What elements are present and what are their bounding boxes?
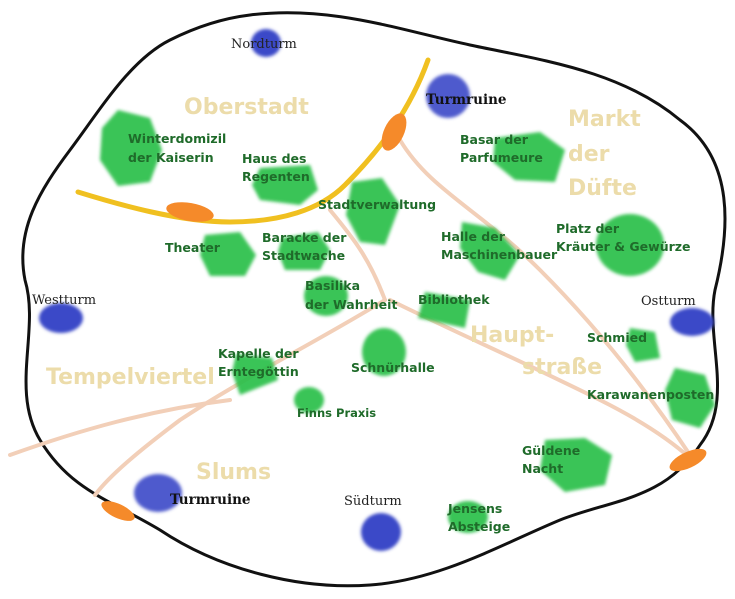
label-schmied: Schmied	[587, 330, 647, 345]
tower-ruine-sued	[134, 474, 182, 512]
building-bibliothek	[418, 292, 470, 328]
label-gueldene-nacht-1: Güldene	[522, 443, 580, 458]
label-basar-2: Parfumeure	[460, 150, 543, 165]
building-winterdomizil	[100, 110, 162, 186]
road-southwest	[93, 298, 387, 497]
district-markt-line3: Düfte	[568, 176, 637, 201]
label-platz-2: Kräuter & Gewürze	[556, 239, 691, 254]
road-north-east	[398, 138, 692, 457]
district-slums: Slums	[196, 460, 271, 485]
building-karawanenposten	[665, 368, 715, 428]
label-basilika-2: der Wahrheit	[305, 297, 397, 312]
label-nordturm: Nordturm	[231, 37, 297, 52]
district-oberstadt: Oberstadt	[184, 95, 309, 120]
district-labels: Oberstadt Markt der Düfte Haupt- straße …	[46, 95, 641, 485]
district-hauptstrasse-line1: Haupt-	[470, 323, 554, 348]
label-westturm: Westturm	[32, 293, 96, 308]
label-stadtverwaltung: Stadtverwaltung	[318, 197, 436, 212]
label-basar-1: Basar der	[460, 132, 529, 147]
label-suedturm: Südturm	[344, 494, 402, 509]
tower-ostturm	[670, 308, 714, 336]
label-schnuerhalle: Schnürhalle	[351, 360, 435, 375]
building-platz	[596, 214, 664, 276]
label-gueldene-nacht-2: Nacht	[522, 461, 563, 476]
tower-nordturm	[251, 29, 281, 57]
label-bibliothek: Bibliothek	[418, 292, 490, 307]
district-tempelviertel: Tempelviertel	[46, 365, 215, 390]
gate-west-road	[166, 202, 214, 222]
building-stadtverwaltung	[346, 178, 400, 245]
building-schmied	[626, 328, 660, 362]
building-schnuerhalle	[362, 328, 406, 376]
district-hauptstrasse-line2: straße	[522, 355, 602, 380]
label-kapelle-1: Kapelle der	[218, 346, 299, 361]
building-halle	[460, 222, 520, 280]
label-jensens-2: Absteige	[448, 519, 510, 534]
label-halle-1: Halle der	[441, 229, 506, 244]
road-stadtverwaltung	[328, 208, 387, 302]
building-theater	[200, 232, 256, 276]
gate-north	[381, 113, 407, 151]
label-ostturm: Ostturm	[641, 294, 696, 309]
building-basar	[493, 132, 565, 182]
towers	[39, 29, 714, 551]
label-kapelle-2: Erntegöttin	[218, 364, 299, 379]
label-halle-2: Maschinenbauer	[441, 247, 558, 262]
gate-southeast	[669, 448, 707, 472]
label-theater: Theater	[165, 240, 221, 255]
label-karawanenposten: Karawanenposten	[587, 387, 714, 402]
tower-westturm	[39, 303, 83, 333]
label-basilika-1: Basilika	[305, 278, 360, 293]
label-turmruine-nord: Turmruine	[426, 92, 506, 108]
label-platz-1: Platz der	[556, 221, 620, 236]
roads	[8, 138, 692, 497]
label-baracke-2: Stadtwache	[262, 248, 345, 263]
city-wall	[21, 11, 727, 588]
tower-ruine-nord	[426, 74, 470, 118]
building-finns-praxis	[294, 387, 324, 413]
gate-southwest	[101, 501, 135, 521]
label-baracke-1: Baracke der	[262, 230, 347, 245]
district-markt-line1: Markt	[568, 107, 641, 132]
gates	[101, 113, 707, 521]
road-center-east	[388, 298, 692, 460]
building-baracke	[278, 232, 330, 270]
tower-labels: Nordturm Turmruine Westturm Ostturm Turm…	[32, 37, 696, 509]
location-labels: Winterdomizil der Kaiserin Haus des Rege…	[128, 131, 714, 534]
building-gueldene-nacht	[540, 438, 612, 492]
label-winterdomizil-1: Winterdomizil	[128, 131, 226, 146]
building-haus-regenten	[252, 165, 318, 205]
building-basilika	[304, 276, 348, 316]
label-haus-regenten-2: Regenten	[242, 169, 310, 184]
label-haus-regenten-1: Haus des	[242, 151, 306, 166]
label-winterdomizil-2: der Kaiserin	[128, 150, 214, 165]
buildings	[100, 110, 715, 533]
building-kapelle	[232, 354, 278, 395]
label-jensens-1: Jensens	[447, 501, 502, 516]
building-jensens	[448, 501, 488, 533]
label-turmruine-sued: Turmruine	[170, 492, 250, 508]
label-finns-praxis: Finns Praxis	[297, 406, 376, 420]
road-west	[8, 398, 232, 457]
district-markt-line2: der	[568, 142, 610, 167]
tower-suedturm	[361, 513, 401, 551]
